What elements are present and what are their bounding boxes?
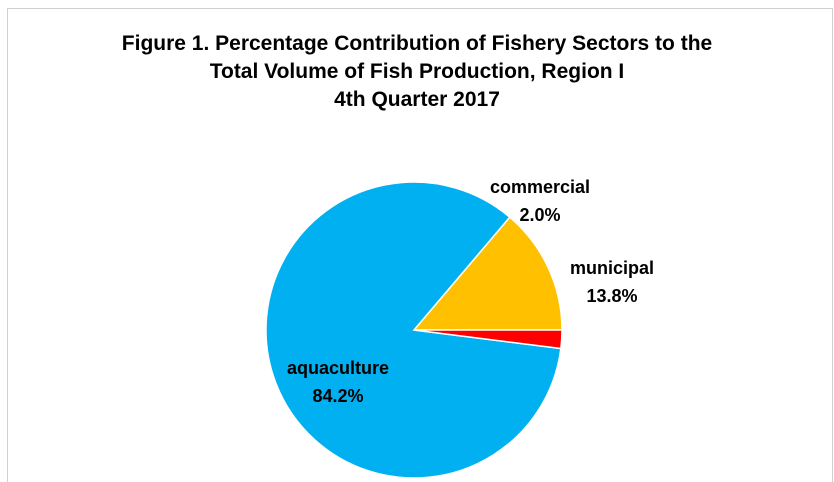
pie-labels: municipal 13.8% aquaculture 84.2% commercial…	[287, 177, 654, 406]
slice-value-aquaculture: 84.2%	[312, 386, 363, 406]
slice-label-commercial: commercial	[490, 177, 590, 197]
slice-value-municipal: 13.8%	[586, 286, 637, 306]
pie-slices	[265, 181, 563, 479]
pie-slice-aquaculture	[265, 181, 562, 479]
slice-label-municipal: municipal	[570, 258, 654, 278]
chart-title: Figure 1. Percentage Contribution of Fis…	[121, 32, 713, 111]
slice-value-commercial: 2.0%	[519, 205, 560, 225]
slice-label-aquaculture: aquaculture	[287, 358, 389, 378]
pie-slice-commercial	[413, 329, 563, 350]
pie-slice-municipal	[412, 216, 563, 331]
